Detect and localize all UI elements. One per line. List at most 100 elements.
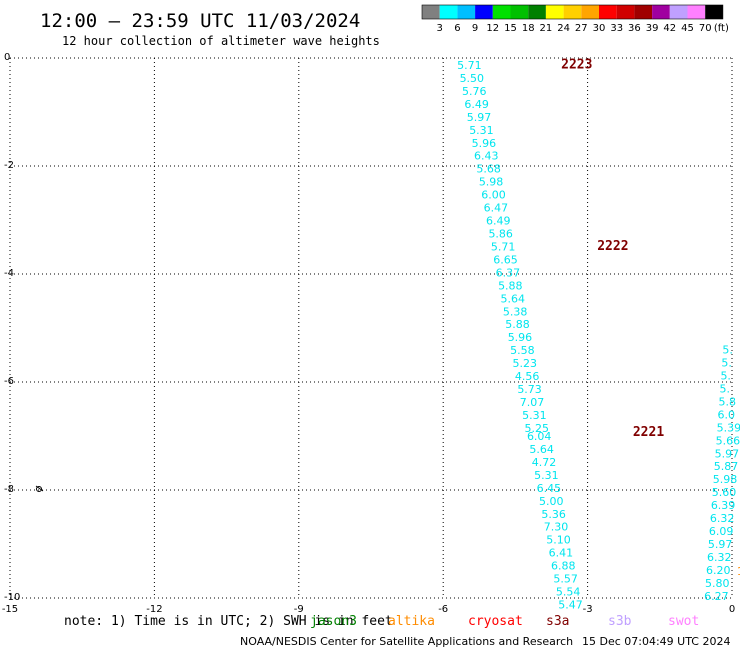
wave-height-label: 6.45	[537, 482, 562, 495]
y-tick-label: -4	[4, 268, 14, 279]
wave-height-label: 6.39	[711, 499, 736, 512]
color-scale-legend: 3 6 9 12 15 18 21 24 27 30 33 36 39 42 45 70 (ft)	[421, 4, 729, 34]
wave-height-label: 6.27	[704, 590, 729, 603]
wave-height-label: 5.23	[513, 357, 538, 370]
wave-height-label: 5.31	[469, 124, 494, 137]
x-tick-label: -6	[438, 604, 448, 615]
legend-swatch	[652, 5, 670, 19]
wave-height-label: 6.0	[718, 408, 736, 421]
footer-timestamp: 15 Dec 07:04:49 UTC 2024	[582, 635, 730, 648]
wave-height-values: 5.715.505.766.495.975.315.966.435.685.98…	[457, 59, 740, 611]
wave-height-label: 6.04	[527, 430, 552, 443]
wave-height-label: 6.65	[493, 253, 518, 266]
legend-label: 12	[486, 23, 499, 34]
wave-height-label: 6.41	[549, 547, 574, 560]
wave-height-label: 5.31	[522, 409, 547, 422]
wave-height-label: 5.64	[529, 443, 554, 456]
y-tick-label: -6	[4, 376, 14, 387]
wave-height-label: 5.73	[517, 383, 542, 396]
wave-height-label: 1	[737, 565, 740, 578]
location-marker-icon	[35, 485, 44, 492]
wave-height-label: 5.50	[460, 72, 485, 85]
wave-height-label: 5.38	[503, 305, 528, 318]
wave-height-label: 5.86	[488, 228, 512, 241]
satellite-swot: swot	[668, 614, 699, 629]
wave-height-label: 5.25	[525, 422, 550, 435]
legend-swatch	[439, 5, 458, 19]
legend-label: 24	[557, 23, 570, 34]
wave-height-label: 5.57	[553, 573, 578, 586]
satellite-altika: altika	[388, 614, 435, 629]
legend-label: 27	[575, 23, 588, 34]
chart-subtitle: 12 hour collection of altimeter wave hei…	[62, 34, 380, 48]
legend-swatch	[687, 5, 706, 19]
legend-label: 15	[504, 23, 517, 34]
legend-label: 9	[472, 23, 478, 34]
legend-label: 21	[540, 23, 553, 34]
legend-swatch	[545, 5, 564, 19]
wave-height-label: 5.80	[705, 577, 730, 590]
wave-height-label: 5.87	[714, 460, 739, 473]
legend-label: 45	[681, 23, 694, 34]
wave-height-label: 5.71	[457, 59, 482, 72]
wave-height-label: 5.76	[462, 85, 487, 98]
wave-height-label: 6.47	[484, 202, 509, 215]
legend-label: 36	[628, 23, 641, 34]
wave-height-label: 5.	[721, 357, 732, 370]
legend-swatch	[422, 5, 440, 19]
y-tick-label: -10	[4, 592, 20, 603]
wave-height-label: 5.00	[539, 495, 564, 508]
y-tick-label: -8	[4, 484, 14, 495]
wave-height-label: 5.54	[556, 586, 581, 599]
legend-label: 39	[646, 23, 659, 34]
plot-grid	[9, 57, 733, 599]
x-tick-label: -12	[146, 604, 162, 615]
legend-swatch	[528, 5, 546, 19]
legend-label: 6	[454, 23, 460, 34]
y-tick-label: 0	[4, 52, 10, 63]
wave-height-label: 5.96	[472, 137, 497, 150]
pass-labels: 2223 2222 2221	[561, 57, 664, 440]
legend-swatch	[510, 5, 529, 19]
wave-height-label: 5.8	[719, 395, 737, 408]
legend-label: 33	[610, 23, 623, 34]
wave-height-label: 5.71	[491, 240, 516, 253]
legend-label: 3	[437, 23, 443, 34]
footer-note: note: 1) Time is in UTC; 2) SWH is in fe…	[64, 614, 393, 629]
wave-height-label: 6.32	[710, 512, 735, 525]
legend-swatch	[669, 5, 688, 19]
wave-height-label: 5.31	[534, 469, 559, 482]
x-tick-label: -15	[2, 604, 18, 615]
wave-height-label: 6.43	[474, 150, 499, 163]
legend-label: 42	[663, 23, 676, 34]
wave-height-label: 5.60	[712, 486, 737, 499]
pass-number-label: 2222	[597, 239, 628, 254]
wave-height-label: 5.96	[508, 331, 533, 344]
legend-frame	[421, 4, 724, 20]
satellite-jason3: jason3	[310, 614, 357, 629]
x-tick-label: 0	[729, 604, 735, 615]
footer-credit: NOAA/NESDIS Center for Satellite Applica…	[240, 635, 573, 648]
legend-swatch	[563, 5, 582, 19]
wave-height-label: 6.49	[486, 215, 511, 228]
legend-swatch	[616, 5, 635, 19]
wave-height-label: 5.88	[498, 279, 523, 292]
x-tick-label: -3	[583, 604, 593, 615]
wave-height-label: 6.00	[481, 189, 506, 202]
wave-height-label: 5.98	[713, 473, 738, 486]
axis-ticks: -15 -12 -9 -6 -3 0 0 -2 -4 -6 -8 -10	[2, 52, 735, 615]
wave-height-label: 7.30	[544, 521, 569, 534]
wave-height-label: 6.09	[709, 525, 734, 538]
legend-swatch	[705, 5, 723, 19]
wave-height-label: 5.	[719, 382, 730, 395]
wave-height-label: 6.49	[464, 98, 489, 111]
legend-swatch	[581, 5, 599, 19]
wave-height-label: 5.58	[510, 344, 535, 357]
satellite-s3a: s3a	[546, 614, 569, 629]
chart-title: 12:00 — 23:59 UTC 11/03/2024	[40, 10, 360, 32]
y-tick-label: -2	[4, 160, 14, 171]
pass-number-label: 2221	[633, 425, 664, 440]
wave-height-label: 5.97	[715, 447, 740, 460]
wave-height-label: 5.98	[479, 176, 504, 189]
